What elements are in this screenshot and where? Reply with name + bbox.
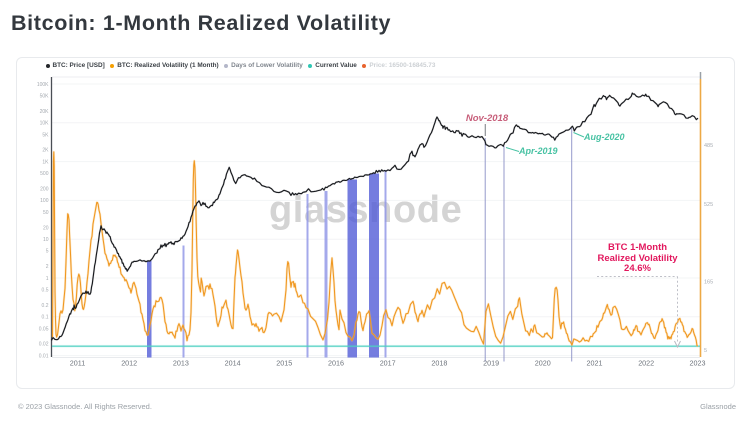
svg-text:2022: 2022	[638, 359, 654, 368]
svg-text:0.05: 0.05	[39, 326, 49, 332]
svg-text:165: 165	[704, 280, 713, 286]
svg-text:2K: 2K	[42, 148, 49, 154]
svg-text:2011: 2011	[70, 359, 85, 368]
svg-text:200: 200	[40, 187, 49, 193]
svg-text:50: 50	[43, 210, 49, 216]
svg-text:2019: 2019	[483, 359, 499, 368]
svg-text:2012: 2012	[121, 359, 137, 368]
svg-text:5: 5	[46, 249, 49, 255]
svg-text:0.02: 0.02	[39, 342, 49, 348]
svg-text:2014: 2014	[225, 359, 241, 368]
svg-text:20K: 20K	[40, 109, 50, 115]
svg-text:0.01: 0.01	[39, 353, 49, 359]
svg-text:2016: 2016	[328, 359, 344, 368]
svg-text:485: 485	[704, 143, 713, 149]
svg-text:2018: 2018	[431, 359, 447, 368]
svg-text:5K: 5K	[42, 132, 49, 138]
svg-text:1: 1	[46, 276, 49, 282]
svg-text:10K: 10K	[40, 121, 50, 127]
svg-text:500: 500	[40, 171, 49, 177]
svg-text:5: 5	[704, 348, 707, 354]
svg-text:2017: 2017	[380, 359, 396, 368]
svg-text:2023: 2023	[690, 359, 706, 368]
svg-text:2: 2	[46, 264, 49, 270]
svg-text:20: 20	[43, 225, 49, 231]
svg-text:0.1: 0.1	[42, 315, 49, 321]
svg-text:100: 100	[40, 198, 49, 204]
svg-text:0.2: 0.2	[42, 303, 49, 309]
svg-text:50K: 50K	[40, 94, 50, 100]
svg-text:2021: 2021	[587, 359, 603, 368]
svg-text:0.5: 0.5	[42, 288, 49, 294]
svg-text:2015: 2015	[276, 359, 292, 368]
svg-text:2013: 2013	[173, 359, 189, 368]
svg-text:100K: 100K	[37, 82, 49, 88]
svg-text:525: 525	[704, 202, 713, 208]
svg-text:1K: 1K	[42, 159, 49, 165]
svg-text:2020: 2020	[535, 359, 551, 368]
svg-text:10: 10	[43, 237, 49, 243]
